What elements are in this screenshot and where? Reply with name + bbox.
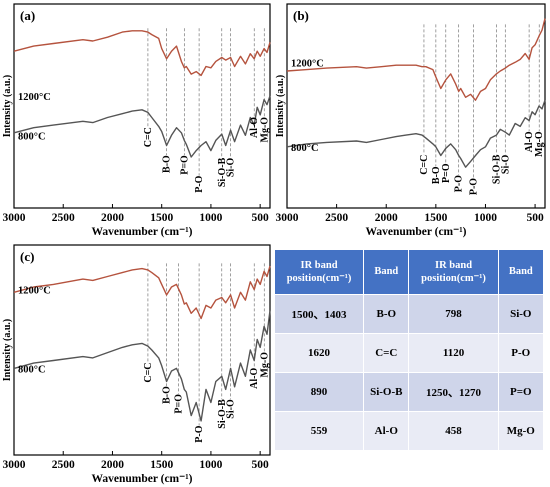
series-label: 1200°C [18,92,51,103]
band-annotation: P-O [194,175,205,192]
x-tick-label: 2500 [52,212,75,224]
band-annotation: B-O [431,166,442,184]
y-axis-label: Intensity (a.u.) [2,75,13,138]
series-line-0 [286,18,546,101]
table-header: IR band position(cm⁻¹) [408,249,499,295]
chart-panel-0: 3000 2500 2000 1500 1000 500 Wavenumber (cm⁻¹)… [2,3,271,238]
x-tick-label: 1500 [150,212,173,224]
x-axis-label: Wavenumber (cm⁻¹) [366,226,467,238]
table-cell: 798 [408,294,499,334]
series-label: 800°C [18,131,46,142]
panel-label: (b) [293,8,309,23]
table-cell: Mg-O [497,411,545,451]
table-row: 1620 C=C 1120 P-O [273,333,545,373]
x-tick-label: 2000 [101,459,124,471]
series-line-0 [13,265,271,320]
plot-frame [13,244,271,456]
band-annotation: Si-O-B [491,154,502,184]
table-cell: Al-O [363,411,410,451]
series-label: 1200°C [18,286,51,297]
band-annotation: Si-O [500,154,511,174]
series-line-0 [13,30,271,77]
table-cell: 559 [273,411,365,451]
x-tick-label: 3000 [276,212,299,224]
x-tick-label: 1000 [199,212,222,224]
table-header: Band [497,249,545,295]
table-cell: 890 [273,372,365,412]
band-annotation: P-O [469,178,480,195]
table-cell: 1500、1403 [273,294,365,334]
table-cell: 458 [408,411,499,451]
band-annotation: Mg-O [534,131,545,157]
band-annotation: C=C [143,363,154,383]
x-tick-label: 1500 [150,459,173,471]
table-header-row: IR band position(cm⁻¹) Band IR band posi… [273,249,545,295]
band-annotation: P=O [441,163,452,183]
band-annotation: Mg-O [259,117,270,143]
table-cell: B-O [363,294,410,334]
table-cell: 1620 [273,333,365,373]
x-tick-label: 2500 [325,212,348,224]
y-axis-label: Intensity (a.u.) [275,75,286,138]
series-label: 1200°C [291,58,324,69]
ir-band-assignment-table: IR band position(cm⁻¹) Band IR band posi… [273,249,545,451]
x-tick-label: 3000 [3,212,26,224]
plot-frame [286,3,546,209]
table-cell: 1250、1270 [408,372,499,412]
table-cell: Si-O-B [363,372,410,412]
x-tick-label: 1500 [424,212,447,224]
band-annotation: Si-O [226,399,237,419]
table-cell: Si-O [497,294,545,334]
table-row: 890 Si-O-B 1250、1270 P=O [273,372,545,412]
x-tick-label: 2000 [101,212,124,224]
band-annotation: Mg-O [259,352,270,378]
panel-label: (a) [20,8,35,23]
table-cell: C=C [363,333,410,373]
band-annotation: P=O [173,394,184,414]
x-tick-label: 3000 [3,459,26,471]
x-tick-label: 500 [252,212,270,224]
plot-frame [13,3,271,209]
band-annotation: Al-O [524,131,535,152]
series-line-1 [286,99,546,168]
band-annotation: C=C [419,155,430,175]
table-cell: 1120 [408,333,499,373]
band-annotation: P-O [194,425,205,442]
band-annotation: Al-O [249,117,260,138]
x-tick-label: 1000 [199,459,222,471]
series-label: 800°C [18,364,46,375]
band-annotation: Si-O-B [217,399,228,429]
band-annotation: Al-O [249,368,260,389]
x-axis-label: Wavenumber (cm⁻¹) [92,473,193,485]
band-annotation: Si-O [226,158,237,178]
table-cell: P-O [497,333,545,373]
band-annotation: Si-O-B [217,157,228,187]
table-header: Band [363,249,410,295]
band-annotation: B-O [162,386,173,404]
x-tick-label: 2000 [375,212,398,224]
series-label: 800°C [291,143,319,154]
table-header: IR band position(cm⁻¹) [273,249,365,295]
table-cell: P=O [497,372,545,412]
x-axis-label: Wavenumber (cm⁻¹) [92,226,193,238]
panel-label: (c) [20,249,34,264]
table-row: 1500、1403 B-O 798 Si-O [273,294,545,334]
y-axis-label: Intensity (a.u.) [2,319,13,382]
x-tick-label: 2500 [52,459,75,471]
series-line-1 [13,310,271,422]
chart-panel-2: 3000 2500 2000 1500 1000 500 Wavenumber (cm⁻¹)… [2,244,271,485]
chart-panel-1: 3000 2500 2000 1500 1000 500 Wavenumber (cm⁻¹)… [275,3,546,238]
band-annotation: C=C [143,127,154,147]
x-tick-label: 500 [526,212,544,224]
band-annotation: B-O [162,155,173,173]
table-row: 559 Al-O 458 Mg-O [273,411,545,451]
x-tick-label: 500 [252,459,270,471]
x-tick-label: 1000 [474,212,497,224]
band-annotation: P=O [179,155,190,175]
band-annotation: P-O [454,175,465,192]
series-line-1 [13,95,271,158]
